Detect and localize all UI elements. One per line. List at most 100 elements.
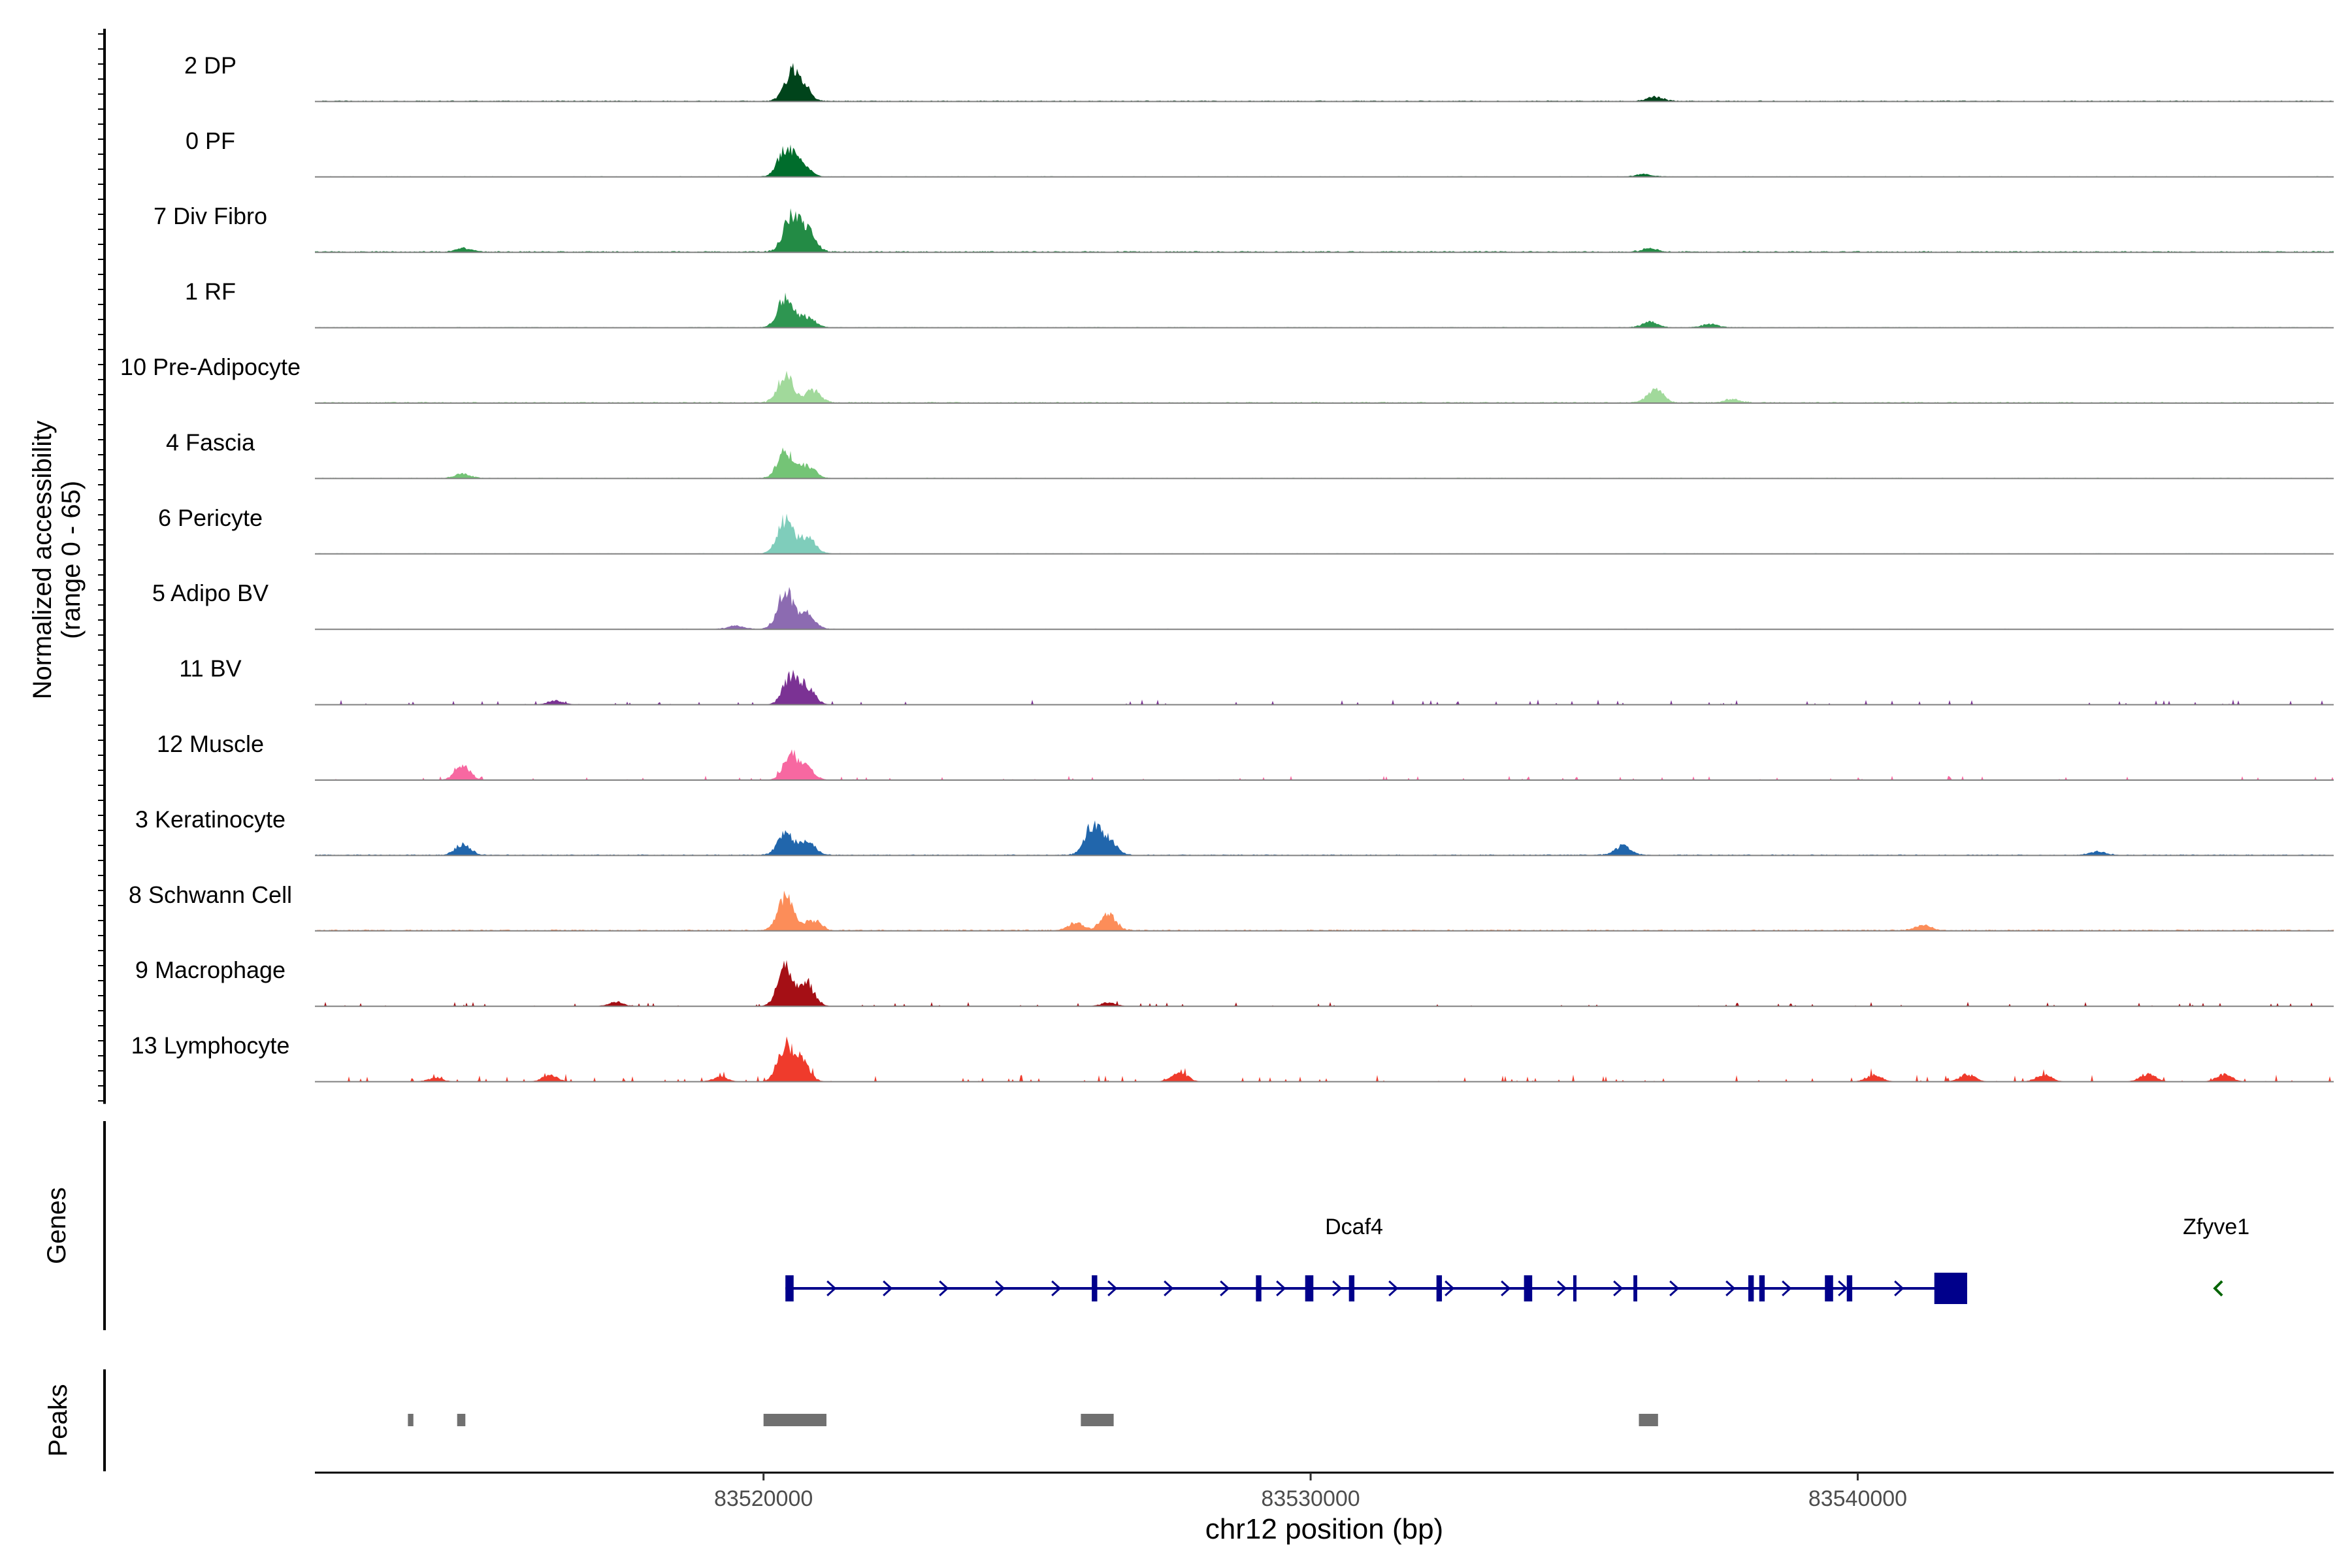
coverage-area xyxy=(315,587,2334,630)
y-axis-label-line2: (range 0 - 65) xyxy=(57,481,86,639)
coverage-track: 9 Macrophage xyxy=(135,956,2334,1007)
strand-arrow xyxy=(883,1280,893,1297)
gene-exon xyxy=(1305,1275,1314,1301)
coverage-track: 3 Keratinocyte xyxy=(135,806,2334,857)
coverage-area xyxy=(315,820,2334,856)
gene-exon xyxy=(1759,1275,1765,1301)
strand-arrow xyxy=(1276,1280,1286,1297)
track-label: 0 PF xyxy=(186,127,235,154)
gene-exon xyxy=(1524,1275,1533,1301)
strand-arrow xyxy=(1782,1280,1792,1297)
coverage-area xyxy=(315,960,2334,1007)
peak-region xyxy=(1081,1414,1114,1426)
track-label: 5 Adipo BV xyxy=(152,580,269,606)
track-label: 2 DP xyxy=(184,52,237,78)
x-tick-label: 83540000 xyxy=(1808,1486,1907,1511)
gene-exon xyxy=(1825,1275,1833,1301)
coverage-track: 1 RF xyxy=(185,278,2334,329)
coverage-track: 6 Pericyte xyxy=(158,504,2334,555)
strand-arrow xyxy=(1894,1280,1904,1297)
gene-exon xyxy=(785,1275,794,1301)
peaks-axis-label: Peaks xyxy=(44,1384,73,1456)
strand-arrow xyxy=(1725,1280,1736,1297)
gene-exon xyxy=(1348,1275,1355,1301)
gene-label: Dcaf4 xyxy=(1325,1215,1383,1239)
gene-exon xyxy=(1846,1275,1853,1301)
strand-arrow xyxy=(1445,1280,1455,1297)
strand-arrow xyxy=(1107,1280,1118,1297)
gene-exon xyxy=(1092,1275,1098,1301)
coverage-track: 8 Schwann Cell xyxy=(129,881,2334,932)
track-label: 6 Pericyte xyxy=(158,504,263,531)
x-tick-label: 83530000 xyxy=(1261,1486,1360,1511)
strand-arrow xyxy=(1501,1280,1511,1297)
coverage-track: 5 Adipo BV xyxy=(152,580,2334,630)
y-axis-ticks xyxy=(98,29,106,1104)
coverage-area xyxy=(315,144,2334,177)
strand-arrow xyxy=(939,1280,949,1297)
strand-arrow xyxy=(1388,1280,1399,1297)
peak-region xyxy=(1639,1414,1658,1426)
gene-label: Zfyve1 xyxy=(2183,1215,2249,1239)
coverage-track: 2 DP xyxy=(184,52,2334,103)
x-tick-label: 83520000 xyxy=(714,1486,813,1511)
coverage-track: 11 BV xyxy=(179,655,2334,706)
track-label: 8 Schwann Cell xyxy=(129,881,292,908)
coverage-area xyxy=(315,370,2334,403)
coverage-track: 12 Muscle xyxy=(157,730,2334,781)
track-label: 12 Muscle xyxy=(157,730,264,757)
coverage-track: 13 Lymphocyte xyxy=(131,1032,2334,1083)
strand-arrow xyxy=(1332,1280,1343,1297)
coverage-area xyxy=(315,208,2334,253)
coverage-track: 10 Pre-Adipocyte xyxy=(120,353,2334,404)
x-axis-label: chr12 position (bp) xyxy=(1205,1513,1443,1545)
y-axis-label-line1: Normalized accessibility xyxy=(28,421,57,700)
coverage-area xyxy=(315,890,2334,931)
strand-arrow xyxy=(995,1280,1005,1297)
coverage-area xyxy=(315,63,2334,102)
gene-exon xyxy=(1748,1275,1754,1301)
peak-region xyxy=(408,1414,414,1426)
coverage-track: 7 Div Fibro xyxy=(154,203,2334,253)
coverage-area xyxy=(315,514,2334,554)
strand-arrow xyxy=(2213,1280,2223,1297)
strand-arrow xyxy=(1557,1280,1567,1297)
strand-arrow xyxy=(1164,1280,1174,1297)
coverage-area xyxy=(315,447,2334,479)
track-label: 4 Fascia xyxy=(166,429,255,455)
gene-model: Zfyve1 xyxy=(2183,1215,2249,1297)
track-label: 9 Macrophage xyxy=(135,956,286,983)
coverage-area xyxy=(315,749,2334,780)
track-label: 11 BV xyxy=(179,655,241,682)
gene-exon xyxy=(1633,1275,1637,1301)
strand-arrow xyxy=(826,1280,837,1297)
gene-exon xyxy=(1436,1275,1443,1301)
track-label: 7 Div Fibro xyxy=(154,203,267,229)
gene-exon xyxy=(1934,1273,1967,1304)
gene-exon xyxy=(1573,1275,1577,1301)
genes-axis-label: Genes xyxy=(42,1187,71,1264)
strand-arrow xyxy=(1051,1280,1062,1297)
peak-region xyxy=(457,1414,466,1426)
strand-arrow xyxy=(1669,1280,1680,1297)
coverage-tracks: 2 DP 0 PF 7 Div Fibro 1 RF 10 Pre-Adipocyte 4… xyxy=(120,52,2334,1083)
strand-arrow xyxy=(1838,1280,1848,1297)
strand-arrow xyxy=(1220,1280,1230,1297)
x-axis-ticks: 83520000 83530000 83540000 xyxy=(714,1473,1907,1511)
coverage-area xyxy=(315,670,2334,705)
gene-annotations: Dcaf4 Zfyve1 xyxy=(785,1215,2249,1304)
track-label: 13 Lymphocyte xyxy=(131,1032,290,1059)
peak-regions xyxy=(408,1414,1658,1426)
coverage-track: 0 PF xyxy=(186,127,2334,178)
track-label: 3 Keratinocyte xyxy=(135,806,286,832)
coverage-area xyxy=(315,1036,2334,1082)
track-label: 1 RF xyxy=(185,278,236,305)
coverage-area xyxy=(315,292,2334,328)
gene-exon xyxy=(1256,1275,1262,1301)
coverage-track: 4 Fascia xyxy=(166,429,2334,480)
peak-region xyxy=(763,1414,826,1426)
strand-arrow xyxy=(1613,1280,1624,1297)
gene-model: Dcaf4 xyxy=(785,1215,1967,1304)
track-label: 10 Pre-Adipocyte xyxy=(120,353,301,380)
